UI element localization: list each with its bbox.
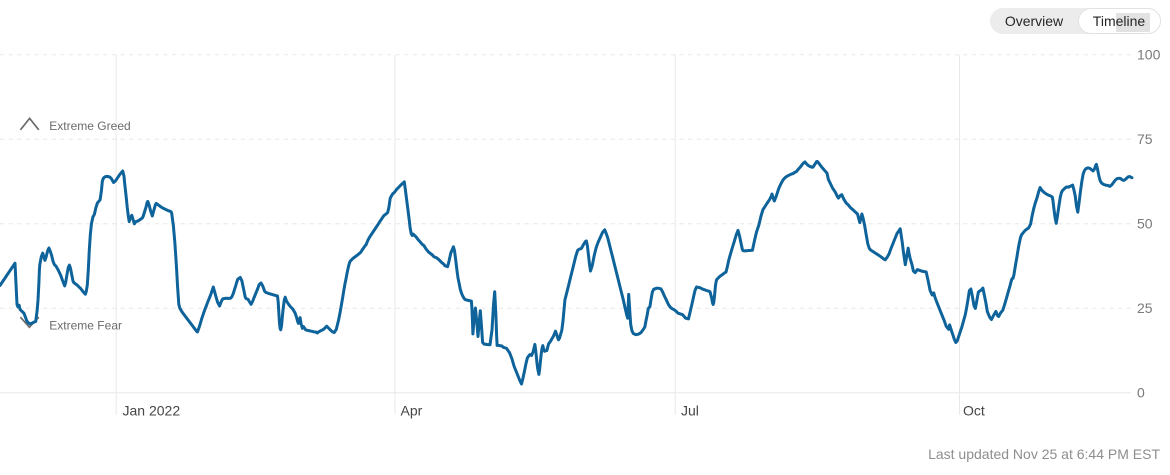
svg-text:75: 75 [1137, 131, 1153, 147]
svg-text:Oct: Oct [963, 403, 985, 419]
svg-text:50: 50 [1137, 216, 1153, 232]
svg-text:Extreme Greed: Extreme Greed [49, 119, 130, 133]
svg-text:Jul: Jul [681, 403, 699, 419]
svg-text:100: 100 [1137, 47, 1161, 63]
svg-text:Jan 2022: Jan 2022 [123, 403, 181, 419]
svg-text:Apr: Apr [401, 403, 423, 419]
svg-text:0: 0 [1137, 385, 1145, 401]
svg-text:Extreme Fear: Extreme Fear [49, 319, 122, 333]
svg-text:25: 25 [1137, 300, 1153, 316]
